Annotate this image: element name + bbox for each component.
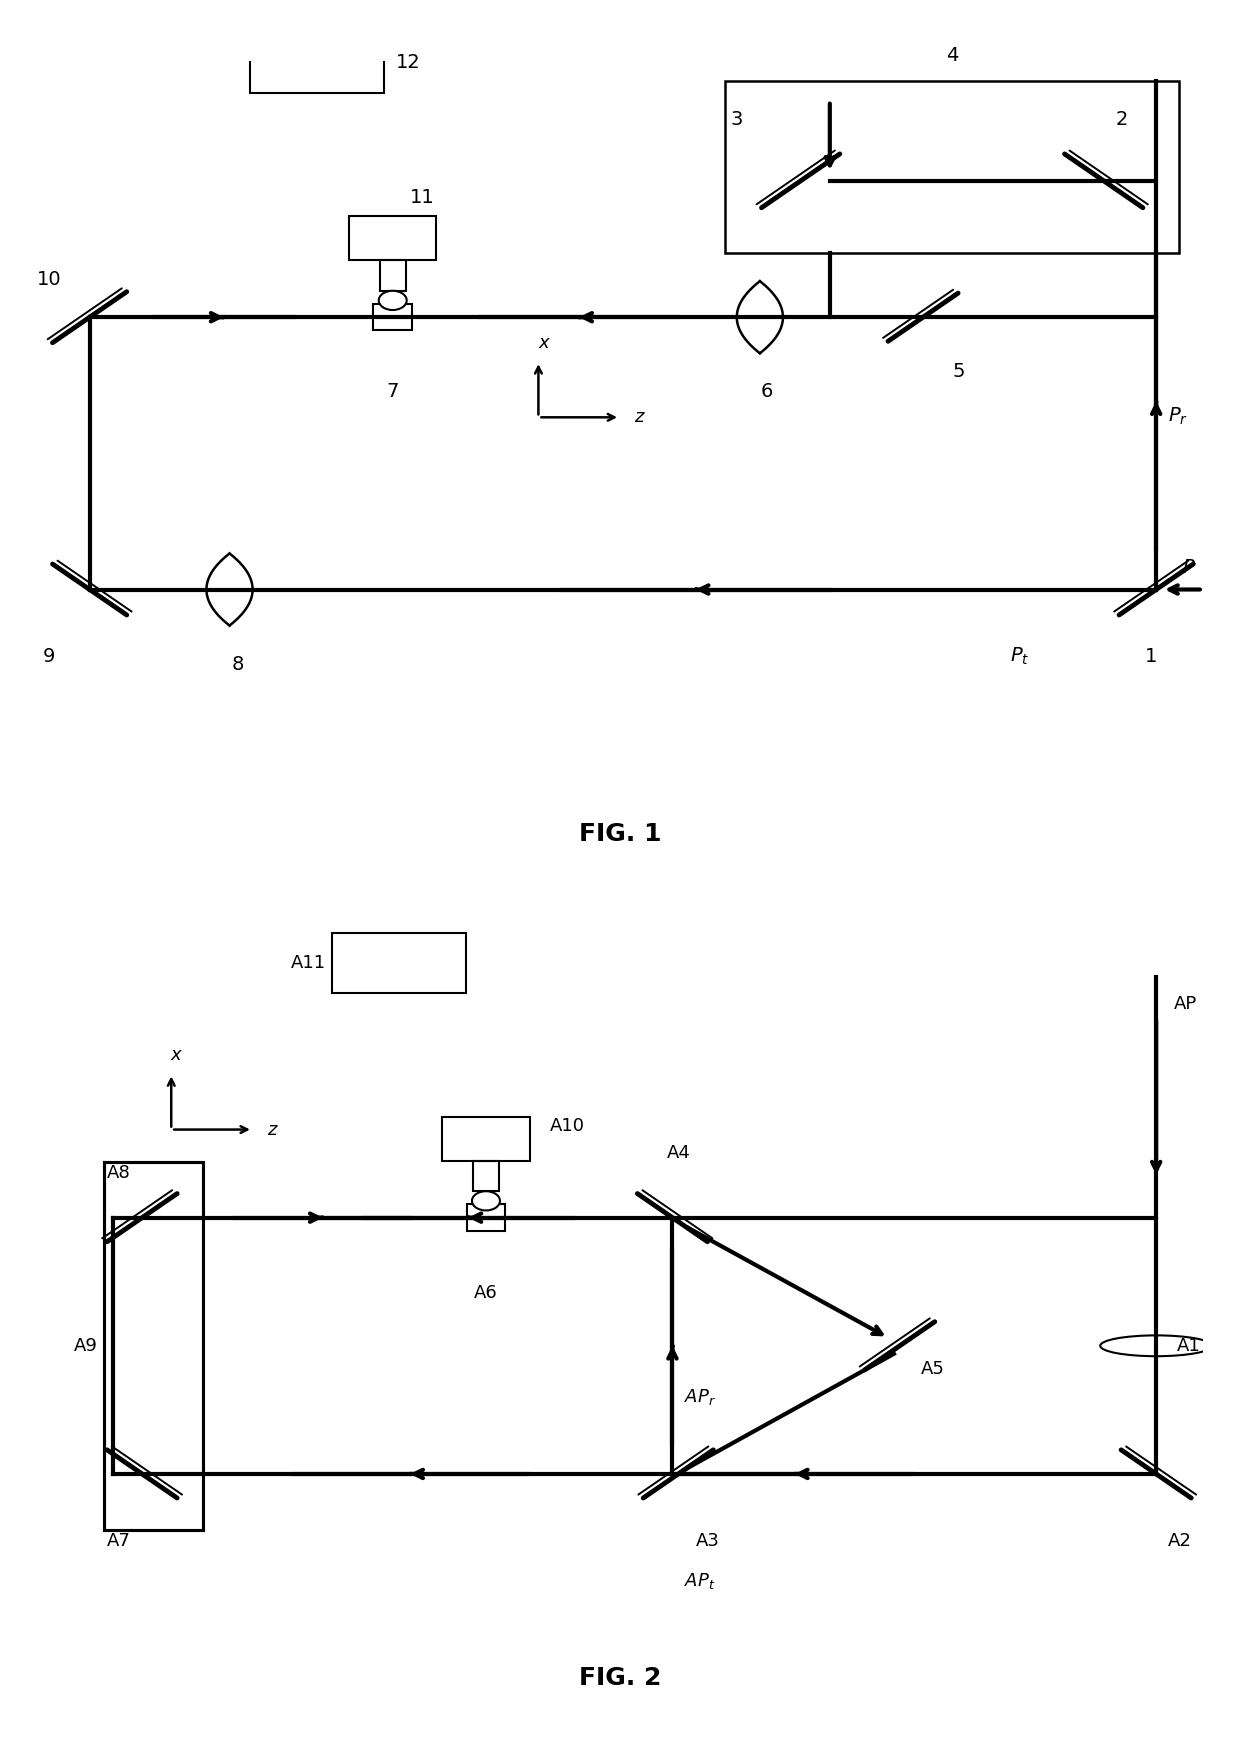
Text: 10: 10 <box>37 270 62 289</box>
Bar <box>379 261 405 291</box>
Text: $x$: $x$ <box>170 1046 184 1064</box>
Text: $P_r$: $P_r$ <box>1168 406 1188 427</box>
Text: $z$: $z$ <box>634 409 646 427</box>
Text: 5: 5 <box>952 362 965 381</box>
Text: A6: A6 <box>474 1283 497 1302</box>
Bar <box>331 933 465 994</box>
Text: A9: A9 <box>74 1337 98 1354</box>
Text: 2: 2 <box>1116 110 1127 129</box>
Text: 8: 8 <box>232 655 244 674</box>
Text: A11: A11 <box>290 954 326 973</box>
Text: A5: A5 <box>921 1360 945 1377</box>
Bar <box>104 1161 202 1530</box>
Text: $x$: $x$ <box>538 334 551 352</box>
Text: $P$: $P$ <box>1182 559 1195 578</box>
Text: $P_t$: $P_t$ <box>1011 646 1030 667</box>
Bar <box>474 1161 498 1191</box>
Text: $z$: $z$ <box>267 1121 279 1139</box>
Text: A2: A2 <box>1168 1532 1192 1549</box>
Text: $AP_r$: $AP_r$ <box>684 1388 715 1407</box>
Bar <box>466 1205 505 1231</box>
Text: A8: A8 <box>107 1163 131 1182</box>
Text: AP: AP <box>1173 996 1197 1013</box>
Text: A3: A3 <box>696 1532 719 1549</box>
Text: A7: A7 <box>107 1532 131 1549</box>
Text: 11: 11 <box>410 188 435 207</box>
Text: FIG. 2: FIG. 2 <box>579 1666 661 1691</box>
Text: A1: A1 <box>1177 1337 1200 1354</box>
Text: A10: A10 <box>551 1116 585 1135</box>
Text: 12: 12 <box>396 54 420 73</box>
Bar <box>348 216 436 261</box>
Bar <box>373 305 412 331</box>
Text: A4: A4 <box>667 1144 691 1161</box>
Text: $AP_t$: $AP_t$ <box>684 1570 715 1591</box>
Bar <box>443 1116 529 1161</box>
Text: FIG. 1: FIG. 1 <box>579 822 661 846</box>
Circle shape <box>472 1191 500 1210</box>
Bar <box>250 33 384 92</box>
Text: 6: 6 <box>760 383 773 400</box>
Text: 7: 7 <box>387 383 399 400</box>
Text: 1: 1 <box>1145 646 1157 665</box>
Text: 3: 3 <box>730 110 743 129</box>
Text: 4: 4 <box>946 45 959 64</box>
Circle shape <box>378 291 407 310</box>
Bar <box>725 80 1179 252</box>
Text: 9: 9 <box>43 646 56 665</box>
